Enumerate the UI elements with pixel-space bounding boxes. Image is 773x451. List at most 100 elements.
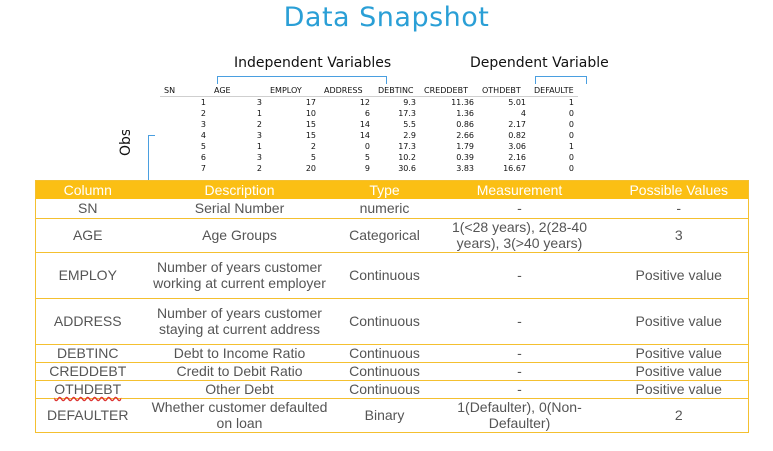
snapshot-header-cell: ADDRESS bbox=[320, 85, 374, 97]
description-row: CREDDEBT Credit to Debit Ratio Continuous -… bbox=[35, 362, 749, 381]
snapshot-cell: 1 bbox=[568, 98, 574, 107]
snapshot-cell: 3 bbox=[256, 98, 262, 107]
description-row: ADDRESS Number of years customer staying … bbox=[35, 298, 749, 345]
snapshot-cell: 1 bbox=[200, 98, 206, 107]
column-name-cell: CREDDEBT bbox=[35, 362, 140, 381]
description-row: SN Serial Number numeric - - bbox=[35, 199, 749, 219]
snapshot-cell: 5 bbox=[200, 142, 206, 151]
column-name-cell: EMPLOY bbox=[35, 252, 140, 299]
snapshot-cell: 14 bbox=[359, 131, 370, 140]
independent-variables-label: Independent Variables bbox=[234, 55, 392, 71]
column-name-cell: AGE bbox=[35, 218, 140, 253]
snapshot-cell: 0 bbox=[568, 109, 574, 118]
column-name-cell: SN bbox=[35, 199, 140, 219]
description-row: DEBTINC Debt to Income Ratio Continuous - Po… bbox=[35, 344, 749, 363]
snapshot-row: 4 3 15 14 2.9 2.66 0.82 0 bbox=[160, 130, 578, 141]
snapshot-cell: 4 bbox=[520, 109, 526, 118]
snapshot-cell: 9.3 bbox=[403, 98, 416, 107]
possible-values-cell: Positive value bbox=[609, 344, 749, 363]
snapshot-cell: 11.36 bbox=[451, 98, 474, 107]
snapshot-cell: 4 bbox=[200, 131, 206, 140]
description-header-cell: Measurement bbox=[429, 180, 610, 199]
snapshot-cell: 0.39 bbox=[456, 153, 474, 162]
snapshot-cell: 12 bbox=[359, 98, 370, 107]
snapshot-cell: 0.82 bbox=[508, 131, 526, 140]
snapshot-cell: 16.67 bbox=[503, 164, 526, 173]
measurement-cell: - bbox=[429, 298, 610, 345]
description-cell: Number of years customer working at curr… bbox=[139, 252, 340, 299]
snapshot-header-cell: DEFAULTE bbox=[530, 85, 578, 97]
snapshot-cell: 2.16 bbox=[508, 153, 526, 162]
snapshot-cell: 3.83 bbox=[456, 164, 474, 173]
snapshot-cell: 2.66 bbox=[456, 131, 474, 140]
measurement-cell: - bbox=[429, 344, 610, 363]
snapshot-cell: 2 bbox=[200, 109, 206, 118]
type-cell: Continuous bbox=[339, 362, 430, 381]
snapshot-cell: 14 bbox=[359, 120, 370, 129]
column-name-cell: ADDRESS bbox=[35, 298, 140, 345]
snapshot-cell: 2 bbox=[310, 142, 316, 151]
snapshot-cell: 3 bbox=[256, 131, 262, 140]
description-header-cell: Possible Values bbox=[609, 180, 749, 199]
snapshot-cell: 2.17 bbox=[508, 120, 526, 129]
snapshot-cell: 3.06 bbox=[508, 142, 526, 151]
snapshot-cell: 3 bbox=[200, 120, 206, 129]
snapshot-cell: 0.86 bbox=[456, 120, 474, 129]
snapshot-header-cell: DEBTINC bbox=[374, 85, 420, 97]
column-name-cell: DEBTINC bbox=[35, 344, 140, 363]
page-title: Data Snapshot bbox=[283, 2, 490, 33]
independent-bracket bbox=[217, 76, 387, 84]
snapshot-header-row: SN AGE EMPLOY ADDRESS DEBTINC CREDDEBT OTHDEBT… bbox=[160, 85, 578, 97]
type-cell: numeric bbox=[339, 199, 430, 219]
snapshot-cell: 2 bbox=[256, 164, 262, 173]
type-cell: Continuous bbox=[339, 298, 430, 345]
description-header-cell: Column bbox=[35, 180, 140, 199]
snapshot-cell: 2.9 bbox=[403, 131, 416, 140]
snapshot-cell: 5 bbox=[310, 153, 316, 162]
snapshot-cell: 0 bbox=[568, 153, 574, 162]
measurement-cell: 1(Defaulter), 0(Non-Defaulter) bbox=[457, 399, 582, 431]
observations-label: Observations bbox=[118, 130, 134, 156]
snapshot-cell: 9 bbox=[364, 164, 370, 173]
snapshot-row: 2 1 10 6 17.3 1.36 4 0 bbox=[160, 108, 578, 119]
description-header-cell: Description bbox=[139, 180, 340, 199]
snapshot-cell: 30.6 bbox=[398, 164, 416, 173]
snapshot-cell: 15 bbox=[305, 120, 316, 129]
type-cell: Continuous bbox=[339, 344, 430, 363]
snapshot-cell: 20 bbox=[305, 164, 316, 173]
snapshot-header-cell: OTHDEBT bbox=[478, 85, 530, 97]
description-cell: Other Debt bbox=[139, 380, 340, 399]
type-cell: Binary bbox=[364, 407, 405, 423]
description-cell: Credit to Debit Ratio bbox=[139, 362, 340, 381]
snapshot-cell: 3 bbox=[256, 153, 262, 162]
snapshot-cell: 6 bbox=[364, 109, 370, 118]
snapshot-cell: 10 bbox=[305, 109, 316, 118]
snapshot-row: 1 3 17 12 9.3 11.36 5.01 1 bbox=[160, 97, 578, 109]
snapshot-cell: 1 bbox=[256, 142, 262, 151]
column-name-cell: OTHDEBT bbox=[35, 380, 140, 399]
snapshot-row: 6 3 5 5 10.2 0.39 2.16 0 bbox=[160, 152, 578, 163]
measurement-cell: 1(<28 years), 2(28-40 years), 3(>40 year… bbox=[429, 218, 610, 253]
snapshot-cell: 7 bbox=[200, 164, 206, 173]
snapshot-cell: 17 bbox=[305, 98, 316, 107]
snapshot-cell: 0 bbox=[568, 120, 574, 129]
description-header-row: Column Description Type Measurement Possible… bbox=[35, 180, 749, 199]
measurement-cell: - bbox=[429, 380, 610, 399]
snapshot-cell: 1 bbox=[256, 109, 262, 118]
description-cell: Age Groups bbox=[139, 218, 340, 253]
type-cell: Continuous bbox=[339, 380, 430, 399]
snapshot-cell: 1 bbox=[568, 142, 574, 151]
snapshot-cell: 5.5 bbox=[403, 120, 416, 129]
possible-values-cell: Positive value bbox=[609, 362, 749, 381]
description-cell: Debt to Income Ratio bbox=[139, 344, 340, 363]
snapshot-cell: 0 bbox=[568, 131, 574, 140]
measurement-cell: - bbox=[429, 252, 610, 299]
type-cell: Categorical bbox=[339, 218, 430, 253]
description-body: SN Serial Number numeric - - AGE Age Groups Cat… bbox=[35, 199, 749, 432]
snapshot-cell: 0 bbox=[568, 164, 574, 173]
description-header-cell: Type bbox=[339, 180, 430, 199]
possible-values-cell: 2 bbox=[674, 407, 683, 423]
measurement-cell: - bbox=[429, 362, 610, 381]
snapshot-cell: 5 bbox=[364, 153, 370, 162]
observations-label-clip: Observations bbox=[98, 130, 138, 180]
